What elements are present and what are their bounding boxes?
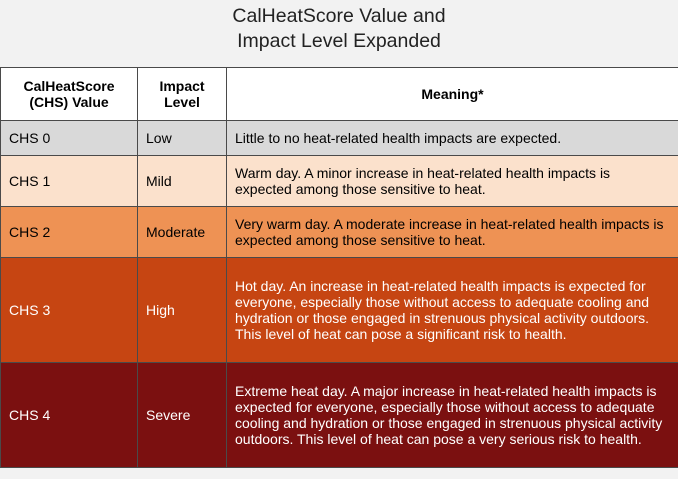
chs-value-cell: CHS 0 bbox=[0, 120, 138, 156]
table-row: CHS 2 Moderate Very warm day. A moderate… bbox=[0, 206, 678, 258]
impact-level-cell: Mild bbox=[137, 155, 227, 207]
chs-value-cell: CHS 4 bbox=[0, 362, 138, 468]
header-meaning: Meaning* bbox=[226, 67, 678, 121]
impact-level-cell: High bbox=[137, 257, 227, 363]
header-chs-value: CalHeatScore (CHS) Value bbox=[0, 67, 138, 121]
page-title: CalHeatScore Value and Impact Level Expa… bbox=[0, 4, 678, 54]
meaning-cell: Warm day. A minor increase in heat-relat… bbox=[226, 155, 678, 207]
chs-value-cell: CHS 1 bbox=[0, 155, 138, 207]
meaning-cell: Extreme heat day. A major increase in he… bbox=[226, 362, 678, 468]
impact-level-cell: Severe bbox=[137, 362, 227, 468]
chs-value-cell: CHS 2 bbox=[0, 206, 138, 258]
title-line-1: CalHeatScore Value and bbox=[232, 5, 446, 27]
header-impact-level: Impact Level bbox=[137, 67, 227, 121]
chs-value-cell: CHS 3 bbox=[0, 257, 138, 363]
table-row: CHS 4 Severe Extreme heat day. A major i… bbox=[0, 362, 678, 468]
chs-table: CalHeatScore (CHS) Value Impact Level Me… bbox=[0, 67, 678, 468]
impact-level-cell: Low bbox=[137, 120, 227, 156]
meaning-cell: Hot day. An increase in heat-related hea… bbox=[226, 257, 678, 363]
impact-level-cell: Moderate bbox=[137, 206, 227, 258]
meaning-cell: Very warm day. A moderate increase in he… bbox=[226, 206, 678, 258]
header-row: CalHeatScore (CHS) Value Impact Level Me… bbox=[0, 67, 678, 121]
table-row: CHS 0 Low Little to no heat-related heal… bbox=[0, 120, 678, 156]
table-row: CHS 1 Mild Warm day. A minor increase in… bbox=[0, 155, 678, 207]
table-row: CHS 3 High Hot day. An increase in heat-… bbox=[0, 257, 678, 363]
meaning-cell: Little to no heat-related health impacts… bbox=[226, 120, 678, 156]
title-line-2: Impact Level Expanded bbox=[237, 30, 441, 52]
